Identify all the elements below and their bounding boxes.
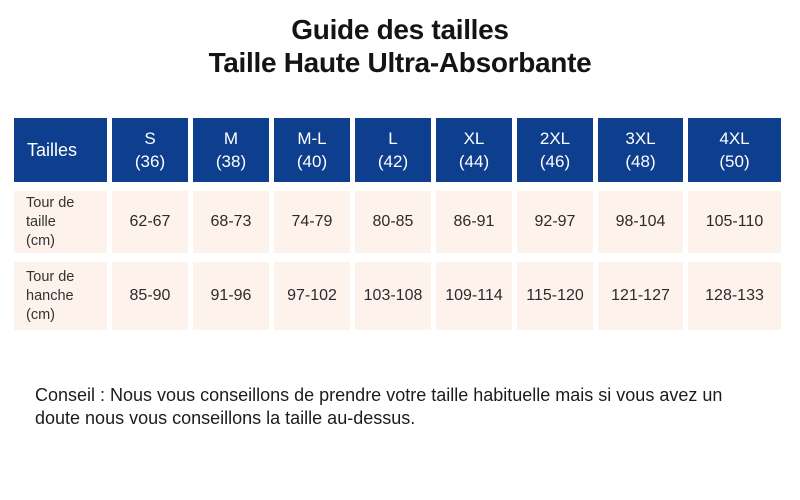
waist-value-xl: 86-91 (436, 191, 512, 253)
size-number: (48) (625, 152, 656, 171)
size-name: L (388, 129, 398, 148)
header-cell-m-l: M-L (40) (274, 118, 350, 182)
page-title: Guide des tailles Taille Haute Ultra-Abs… (0, 13, 800, 79)
hip-value-xl: 109-114 (436, 262, 512, 330)
hip-value-4xl: 128-133 (688, 262, 781, 330)
row-label-line: hanche (26, 287, 74, 304)
row-label-tour-de-hanche: Tour de hanche (cm) (14, 262, 107, 330)
size-number: (36) (134, 152, 166, 171)
header-cell-2xl: 2XL (46) (517, 118, 593, 182)
hip-value-2xl: 115-120 (517, 262, 593, 330)
waist-value-l: 80-85 (355, 191, 431, 253)
hip-value-s: 85-90 (112, 262, 188, 330)
size-name: 2XL (539, 129, 571, 148)
size-name: S (144, 129, 156, 148)
waist-value-m-l: 74-79 (274, 191, 350, 253)
waist-value-4xl: 105-110 (688, 191, 781, 253)
page-title-line-2: Taille Haute Ultra-Absorbante (208, 47, 592, 78)
header-cell-3xl: 3XL (48) (598, 118, 683, 182)
size-number: (44) (458, 152, 490, 171)
size-number: (50) (719, 152, 750, 171)
advice-text: Conseil : Nous vous conseillons de prend… (35, 385, 723, 428)
waist-value-m: 68-73 (193, 191, 269, 253)
row-label-line: (cm) (26, 306, 55, 323)
header-cell-4xl: 4XL (50) (688, 118, 781, 182)
row-label-line: Tour de (26, 268, 75, 285)
header-cell-xl: XL (44) (436, 118, 512, 182)
header-cell-m: M (38) (193, 118, 269, 182)
size-number: (40) (296, 152, 328, 171)
hip-value-m-l: 97-102 (274, 262, 350, 330)
row-label-line: Tour de (26, 194, 75, 211)
waist-value-s: 62-67 (112, 191, 188, 253)
hip-value-m: 91-96 (193, 262, 269, 330)
row-label-line: (cm) (26, 232, 55, 249)
size-number: (46) (539, 152, 571, 171)
size-name: XL (463, 129, 485, 148)
size-number: (42) (377, 152, 409, 171)
waist-value-2xl: 92-97 (517, 191, 593, 253)
header-cell-l: L (42) (355, 118, 431, 182)
waist-value-3xl: 98-104 (598, 191, 683, 253)
size-number: (38) (215, 152, 247, 171)
row-label-tour-de-taille: Tour de taille (cm) (14, 191, 107, 253)
hip-value-l: 103-108 (355, 262, 431, 330)
header-cell-s: S (36) (112, 118, 188, 182)
size-name: 4XL (719, 129, 750, 148)
header-cell-tailles: Tailles (14, 118, 107, 182)
size-guide-table: Tailles S (36) M (38) M-L (40) L (42) XL… (14, 118, 781, 330)
size-name: 3XL (625, 129, 656, 148)
hip-value-3xl: 121-127 (598, 262, 683, 330)
size-name: M-L (297, 129, 327, 148)
row-label-line: taille (26, 213, 56, 230)
size-name: M (223, 129, 239, 148)
page-title-line-1: Guide des tailles (291, 14, 509, 45)
